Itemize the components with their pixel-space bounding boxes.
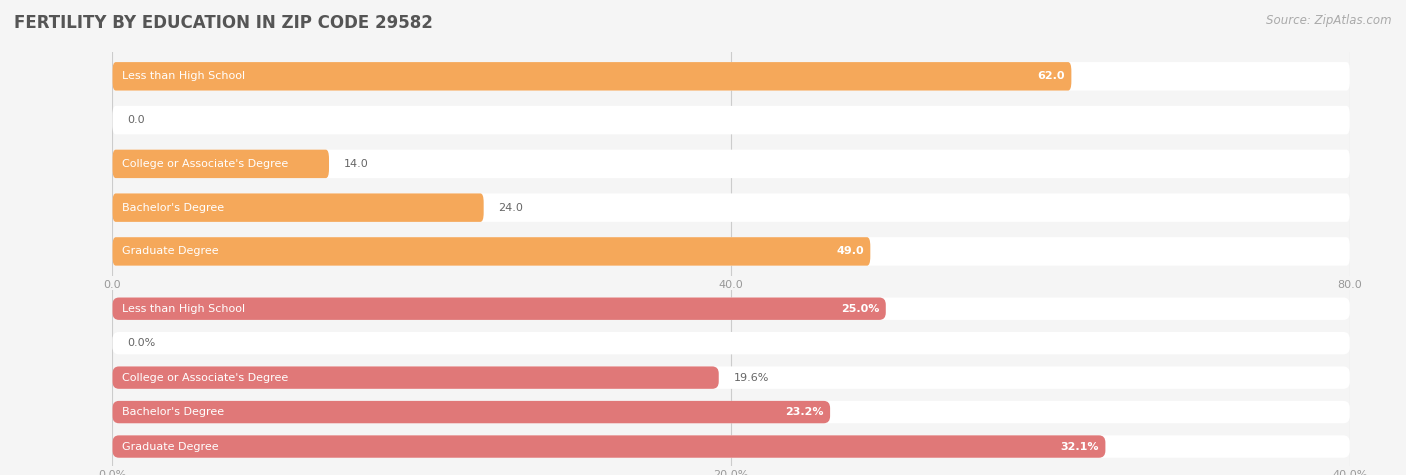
Text: 23.2%: 23.2% bbox=[786, 407, 824, 417]
Text: Graduate Degree: Graduate Degree bbox=[122, 247, 219, 256]
Text: 62.0: 62.0 bbox=[1038, 71, 1066, 81]
Text: High School Diploma: High School Diploma bbox=[122, 338, 239, 348]
FancyBboxPatch shape bbox=[112, 193, 484, 222]
Text: 0.0: 0.0 bbox=[128, 115, 145, 125]
FancyBboxPatch shape bbox=[112, 401, 830, 423]
Text: FERTILITY BY EDUCATION IN ZIP CODE 29582: FERTILITY BY EDUCATION IN ZIP CODE 29582 bbox=[14, 14, 433, 32]
Text: Bachelor's Degree: Bachelor's Degree bbox=[122, 203, 225, 213]
FancyBboxPatch shape bbox=[112, 401, 1350, 423]
Text: Bachelor's Degree: Bachelor's Degree bbox=[122, 407, 225, 417]
FancyBboxPatch shape bbox=[112, 150, 329, 178]
Text: College or Associate's Degree: College or Associate's Degree bbox=[122, 159, 288, 169]
Text: 19.6%: 19.6% bbox=[734, 372, 769, 383]
FancyBboxPatch shape bbox=[112, 366, 1350, 389]
FancyBboxPatch shape bbox=[112, 436, 1105, 458]
Text: 24.0: 24.0 bbox=[499, 203, 523, 213]
Text: High School Diploma: High School Diploma bbox=[122, 115, 239, 125]
FancyBboxPatch shape bbox=[112, 237, 1350, 266]
FancyBboxPatch shape bbox=[112, 150, 1350, 178]
FancyBboxPatch shape bbox=[112, 106, 1350, 134]
FancyBboxPatch shape bbox=[112, 237, 870, 266]
Text: 0.0%: 0.0% bbox=[128, 338, 156, 348]
FancyBboxPatch shape bbox=[112, 332, 1350, 354]
Text: 49.0: 49.0 bbox=[837, 247, 865, 256]
FancyBboxPatch shape bbox=[112, 436, 1350, 458]
FancyBboxPatch shape bbox=[112, 193, 1350, 222]
Text: 32.1%: 32.1% bbox=[1060, 442, 1099, 452]
FancyBboxPatch shape bbox=[112, 366, 718, 389]
Text: 14.0: 14.0 bbox=[344, 159, 368, 169]
Text: 25.0%: 25.0% bbox=[841, 304, 880, 314]
Text: College or Associate's Degree: College or Associate's Degree bbox=[122, 372, 288, 383]
Text: Graduate Degree: Graduate Degree bbox=[122, 442, 219, 452]
Text: Source: ZipAtlas.com: Source: ZipAtlas.com bbox=[1267, 14, 1392, 27]
Text: Less than High School: Less than High School bbox=[122, 71, 246, 81]
FancyBboxPatch shape bbox=[112, 297, 886, 320]
FancyBboxPatch shape bbox=[112, 62, 1071, 91]
FancyBboxPatch shape bbox=[112, 62, 1350, 91]
FancyBboxPatch shape bbox=[112, 297, 1350, 320]
Text: Less than High School: Less than High School bbox=[122, 304, 246, 314]
